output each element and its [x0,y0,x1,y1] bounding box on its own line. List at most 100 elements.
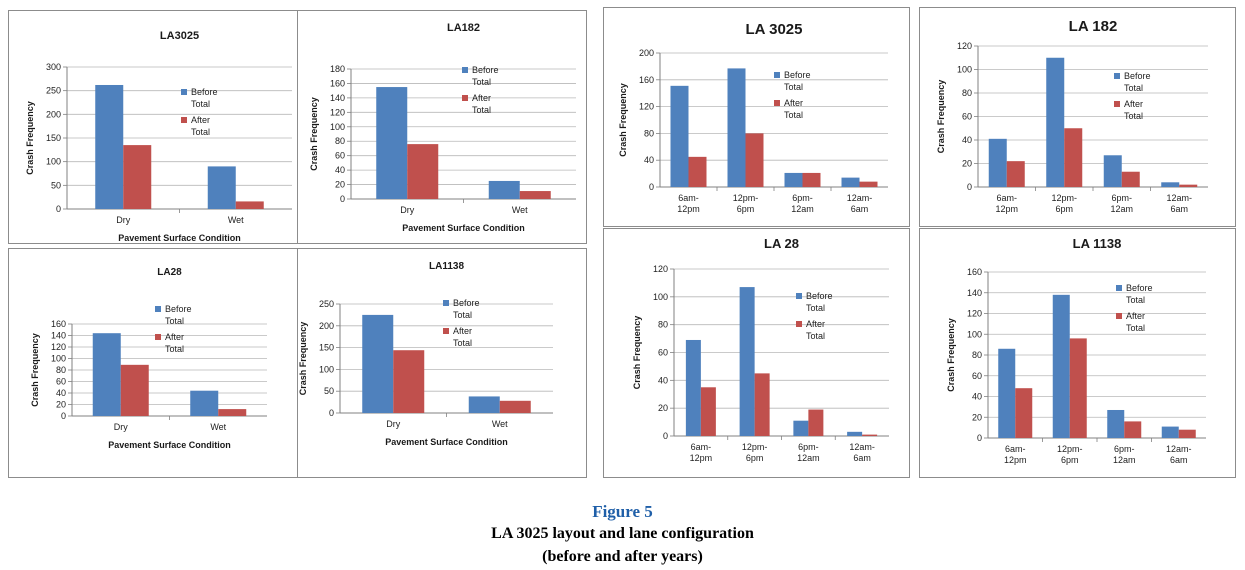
x-category-label: 6pm-12am [797,442,820,463]
y-tick-label: 120 [639,102,654,112]
legend-label: Before Total [784,70,811,92]
bar-after-total [1064,128,1083,187]
x-category-label: Dry [400,205,414,215]
x-category-label: 12am-6am [1166,193,1192,214]
y-tick-label: 100 [957,65,972,75]
bar-before-total [1161,182,1180,187]
legend-swatch [462,67,468,73]
bar-before-total [190,390,219,416]
y-tick-label: 80 [644,128,654,138]
chart-svg: LA 28 0 20 40 60 80 100 120 6am-12pm 12pm-6pm 6pm-… [632,236,889,463]
x-category-label: 12pm-6pm [1051,193,1077,214]
chart-title: LA 3025 [746,21,803,38]
chart-panel-8: LA 1138 0 20 40 60 80 100 120 140 160 6am-12pm 12pm… [919,228,1236,478]
legend-swatch [443,300,449,306]
chart-svg: LA1138 0 50 100 150 200 250 Dry Wet Crash Frequen… [298,261,553,447]
legend-label: After Total [1126,311,1145,333]
y-tick-label: 100 [653,292,668,302]
legend-swatch [1116,285,1122,291]
x-category-label: 6am-12pm [677,193,700,214]
legend-swatch [774,100,780,106]
legend-swatch [774,72,780,78]
y-tick-label: 40 [658,375,668,385]
y-tick-label: 200 [46,109,61,119]
legend-label: After Total [472,93,491,115]
chart-panel-4: LA1138 0 50 100 150 200 250 Dry Wet Crash Frequen… [297,248,587,478]
y-tick-label: 100 [46,157,61,167]
y-tick-label: 120 [653,264,668,274]
bar-before-total [1107,409,1125,438]
legend-label: After Total [165,332,184,354]
bar-after-total [120,364,149,416]
y-tick-label: 40 [972,392,982,402]
x-category-label: Wet [512,205,528,215]
y-tick-label: 100 [319,364,334,374]
legend-swatch [462,95,468,101]
bar-before-total [1046,57,1065,187]
chart-title: LA 28 [764,236,799,251]
chart-title: LA 1138 [1073,236,1122,251]
chart-title: LA182 [447,22,480,34]
x-category-label: Wet [492,419,508,429]
bar-before-total [727,68,746,187]
chart-panel-2: LA182 0 20 40 60 80 100 120 140 160 180 Dry Wet Crash… [297,10,587,244]
y-tick-label: 0 [649,182,654,192]
bar-before-total [468,396,500,413]
bar-before-total [784,172,803,187]
y-tick-label: 140 [51,331,66,341]
y-tick-label: 80 [972,350,982,360]
legend-swatch [796,321,802,327]
x-axis-label: Pavement Surface Condition [118,233,241,243]
y-tick-label: 60 [658,348,668,358]
y-tick-label: 0 [977,433,982,443]
bar-before-total [685,339,701,436]
x-category-label: Dry [116,215,130,225]
y-axis-label: Crash Frequency [298,322,308,396]
bar-before-total [92,333,121,416]
y-tick-label: 20 [335,180,345,190]
x-category-label: Wet [210,422,226,432]
y-tick-label: 100 [967,329,982,339]
legend-label: After Total [191,115,210,137]
x-category-label: 6pm-12am [791,193,814,214]
chart-title: LA28 [157,267,182,278]
bar-before-total [988,138,1007,187]
y-tick-label: 50 [324,386,334,396]
y-tick-label: 250 [319,299,334,309]
chart-svg: LA3025 0 50 100 150 200 250 300 Dry Wet Crash Freq… [25,30,292,243]
legend-label: After Total [784,98,803,120]
bar-after-total [499,400,531,413]
y-tick-label: 160 [967,267,982,277]
y-tick-label: 80 [56,365,66,375]
legend-swatch [1114,101,1120,107]
y-tick-label: 80 [658,320,668,330]
y-tick-label: 200 [319,321,334,331]
chart-panel-3: LA28 0 20 40 60 80 100 120 140 160 Dry Wet Crash Fre… [8,248,298,478]
y-tick-label: 160 [330,78,345,88]
y-tick-label: 80 [335,136,345,146]
bar-after-total [393,350,425,413]
y-tick-label: 20 [658,403,668,413]
y-tick-label: 160 [51,319,66,329]
legend-label: Before Total [191,87,218,109]
legend-label: Before Total [472,65,499,87]
x-axis-label: Pavement Surface Condition [108,440,231,450]
y-tick-label: 250 [46,86,61,96]
legend-swatch [796,293,802,299]
x-category-label: 12am-6am [849,442,875,463]
bar-before-total [670,85,689,187]
chart-svg: LA 182 0 20 40 60 80 100 120 6am-12pm 12pm-6pm 6pm… [936,18,1208,214]
figure-label: Figure 5 [592,502,653,521]
y-tick-label: 0 [663,431,668,441]
y-tick-label: 50 [51,180,61,190]
bar-before-total [998,348,1016,438]
x-category-label: Wet [228,215,244,225]
y-tick-label: 0 [56,204,61,214]
x-category-label: 12pm-6pm [733,193,759,214]
legend-label: Before Total [806,291,833,313]
y-axis-label: Crash Frequency [632,316,642,390]
chart-title: LA3025 [160,30,199,42]
y-tick-label: 100 [330,122,345,132]
chart-panel-1: LA3025 0 50 100 150 200 250 300 Dry Wet Crash Freq… [8,10,298,244]
legend-label: Before Total [1124,71,1151,93]
